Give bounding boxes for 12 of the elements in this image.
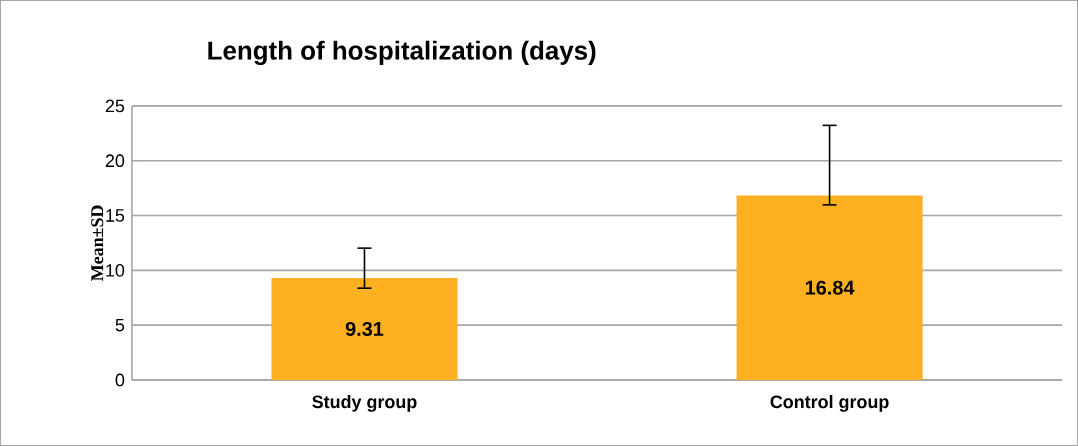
y-tick-label: 0 xyxy=(115,373,125,387)
data-label: 16.84 xyxy=(805,280,855,295)
chart-title: Length of hospitalization (days) xyxy=(208,40,596,66)
y-axis-title: Mean±SD xyxy=(91,205,104,281)
y-tick-label: 10 xyxy=(106,264,125,277)
data-label: 9.31 xyxy=(345,321,384,337)
y-tick-label: 5 xyxy=(115,318,125,332)
x-tick-label: Study group xyxy=(312,395,417,412)
y-tick-label: 20 xyxy=(105,154,125,168)
x-tick-label: Control group xyxy=(770,395,889,412)
y-tick-label: 15 xyxy=(106,209,125,222)
y-tick-label: 25 xyxy=(105,99,125,113)
